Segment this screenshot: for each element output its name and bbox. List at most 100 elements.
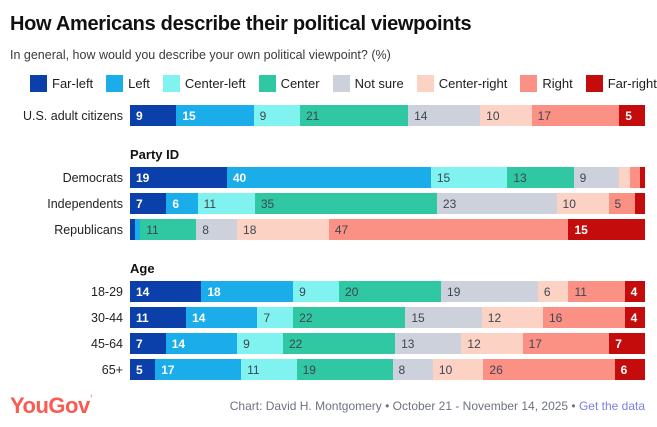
segment-value: 22 — [299, 310, 313, 325]
segment-far-right: 7 — [609, 333, 645, 354]
segment-value: 10 — [562, 196, 576, 211]
segment-far-left: 19 — [130, 167, 227, 188]
legend-item-right: Right — [520, 75, 573, 92]
segment-value: 19 — [136, 170, 150, 185]
credit-text: Chart: David H. Montgomery • October 21 … — [229, 399, 579, 413]
segment-value: 10 — [438, 362, 453, 377]
segment-value: 7 — [263, 310, 271, 325]
chart-row: 65+ 5 17 11 19 8 10 26 6 — [10, 359, 645, 380]
segment-right — [629, 167, 640, 188]
segment-left: 15 — [176, 105, 254, 126]
segment-value: 5 — [614, 196, 622, 211]
segment-value: 26 — [489, 362, 503, 377]
legend-swatch-icon — [162, 75, 180, 92]
segment-value: 9 — [299, 284, 306, 299]
legend-label: Left — [128, 76, 150, 91]
legend-item-center-left: Center-left — [162, 75, 246, 92]
segment-far-left: 7 — [130, 333, 166, 354]
segment-far-left: 14 — [130, 281, 202, 302]
segment-value: 7 — [615, 336, 622, 351]
segment-value: 35 — [260, 196, 275, 211]
row-label: Democrats — [62, 170, 123, 185]
logo-trademark-tick: ’ — [89, 393, 93, 405]
segment-center: 19 — [296, 359, 393, 380]
segment-value: 12 — [467, 336, 481, 351]
row-label: Independents — [47, 196, 123, 211]
segment-right: 5 — [608, 193, 635, 214]
segment-value: 14 — [192, 310, 206, 325]
segment-center-right — [619, 167, 630, 188]
segment-value: 14 — [136, 284, 150, 299]
legend-label: Not sure — [354, 76, 404, 91]
segment-left — [135, 219, 141, 240]
segment-far-right: 6 — [614, 359, 645, 380]
segment-value: 16 — [548, 310, 563, 325]
row-label: 65+ — [101, 362, 123, 377]
segment-value: 11 — [247, 362, 260, 377]
legend: Far-left Left Center-left Center Not sure Cen… — [30, 75, 657, 92]
segment-center-left: 9 — [293, 281, 340, 302]
segment-value: 17 — [537, 108, 552, 123]
segment-value: 9 — [136, 108, 143, 123]
segment-value: 8 — [398, 362, 406, 377]
legend-label: Center — [280, 76, 320, 91]
segment-not-sure: 8 — [196, 219, 238, 240]
segment-center: 20 — [339, 281, 442, 302]
segment-far-right — [634, 193, 645, 214]
legend-label: Right — [542, 76, 573, 91]
segment-not-sure: 8 — [392, 359, 433, 380]
segment-value: 11 — [574, 284, 587, 299]
get-the-data-link[interactable]: Get the data — [578, 399, 645, 413]
segment-center: 22 — [293, 307, 406, 328]
legend-label: Far-right — [607, 76, 657, 91]
segment-value: 11 — [136, 310, 149, 325]
segment-center-left: 11 — [241, 359, 297, 380]
chart-subtitle: In general, how would you describe your … — [10, 48, 391, 62]
segment-value: 19 — [447, 284, 461, 299]
segment-value: 9 — [243, 336, 250, 351]
segment-value: 19 — [302, 362, 316, 377]
segment-center: 35 — [254, 193, 437, 214]
segment-left: 40 — [226, 167, 431, 188]
segment-center-left: 9 — [253, 105, 300, 126]
segment-center-left: 9 — [237, 333, 283, 354]
segment-center-left: 15 — [430, 167, 508, 188]
segment-far-left: 7 — [130, 193, 167, 214]
segment-value: 5 — [136, 362, 143, 377]
segment-not-sure: 15 — [405, 307, 482, 328]
chart-row: U.S. adult citizens 9 15 9 21 14 10 17 5 — [10, 105, 645, 126]
segment-value: 40 — [232, 170, 247, 185]
segment-far-right: 4 — [624, 281, 645, 302]
segment-value: 15 — [436, 170, 451, 185]
row-label: 30-44 — [91, 310, 123, 325]
segment-center-right: 6 — [537, 281, 569, 302]
segment-not-sure: 14 — [408, 105, 481, 126]
legend-swatch-icon — [585, 75, 603, 92]
segment-value: 12 — [487, 310, 502, 325]
segment-value: 11 — [203, 196, 217, 211]
segment-right: 26 — [483, 359, 615, 380]
legend-item-far-left: Far-left — [30, 75, 93, 92]
segment-value: 7 — [136, 196, 143, 211]
chart: U.S. adult citizens 9 15 9 21 14 10 17 5 Party ID… — [10, 105, 645, 385]
segment-right: 17 — [522, 333, 610, 354]
chart-group: U.S. adult citizens 9 15 9 21 14 10 17 5 — [10, 105, 645, 126]
segment-center-right: 10 — [432, 359, 484, 380]
yougov-logo[interactable]: YouGov’ — [10, 393, 93, 418]
segment-center-right: 12 — [481, 307, 543, 328]
row-label: 45-64 — [91, 336, 123, 351]
legend-item-center-right: Center-right — [416, 75, 507, 92]
row-label: Republicans — [54, 222, 123, 237]
legend-item-center: Center — [258, 75, 320, 92]
row-label: U.S. adult citizens — [22, 108, 123, 123]
segment-value: 5 — [625, 108, 632, 123]
row-label: 18-29 — [91, 284, 123, 299]
legend-item-left: Left — [106, 75, 150, 92]
segment-value: 15 — [182, 108, 196, 123]
segment-value: 8 — [202, 222, 209, 237]
segment-value: 7 — [136, 336, 143, 351]
segment-center-right: 12 — [461, 333, 523, 354]
segment-value: 6 — [543, 284, 551, 299]
segment-far-left: 11 — [130, 307, 187, 328]
segment-value: 14 — [414, 108, 428, 123]
